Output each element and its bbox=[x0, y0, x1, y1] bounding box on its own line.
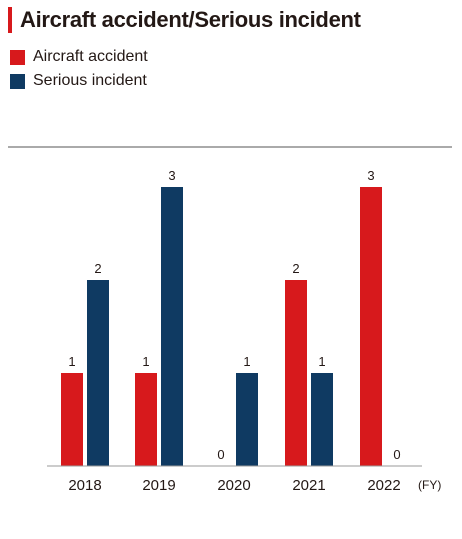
title-accent-bar bbox=[8, 7, 12, 33]
x-axis-unit-label: (FY) bbox=[418, 478, 441, 492]
legend-label-aircraft-accident: Aircraft accident bbox=[33, 48, 148, 65]
bar-serious-incident-2020 bbox=[236, 373, 258, 466]
bar-aircraft-accident-2021 bbox=[285, 280, 307, 466]
value-label-serious-incident-2020: 1 bbox=[243, 354, 250, 369]
x-tick-label-2018: 2018 bbox=[68, 477, 101, 494]
value-label-serious-incident-2019: 3 bbox=[168, 168, 175, 183]
value-label-aircraft-accident-2019: 1 bbox=[142, 354, 149, 369]
value-label-aircraft-accident-2022: 3 bbox=[367, 168, 374, 183]
value-label-aircraft-accident-2018: 1 bbox=[68, 354, 75, 369]
x-tick-label-2020: 2020 bbox=[217, 477, 250, 494]
x-tick-label-2019: 2019 bbox=[142, 477, 175, 494]
x-tick-labels-group: 2018 2019 2020 2021 2022 bbox=[68, 477, 400, 494]
value-label-serious-incident-2018: 2 bbox=[94, 261, 101, 276]
legend-swatch-aircraft-accident bbox=[10, 49, 25, 65]
bar-aircraft-accident-2019 bbox=[135, 373, 157, 466]
legend-label-serious-incident: Serious incident bbox=[33, 72, 147, 89]
bar-serious-incident-2021 bbox=[311, 373, 333, 466]
bars-group bbox=[61, 187, 382, 466]
bar-serious-incident-2019 bbox=[161, 187, 183, 466]
bar-aircraft-accident-2018 bbox=[61, 373, 83, 466]
value-label-aircraft-accident-2020: 0 bbox=[217, 447, 224, 462]
bar-serious-incident-2018 bbox=[87, 280, 109, 466]
value-labels-group: 1 2 1 3 0 1 2 1 3 0 bbox=[68, 168, 400, 462]
legend-swatch-serious-incident bbox=[10, 73, 25, 89]
value-label-serious-incident-2021: 1 bbox=[318, 354, 325, 369]
value-label-aircraft-accident-2021: 2 bbox=[292, 261, 299, 276]
chart-title: Aircraft accident/Serious incident bbox=[20, 7, 361, 32]
x-tick-label-2021: 2021 bbox=[292, 477, 325, 494]
legend: Aircraft accident Serious incident bbox=[10, 45, 148, 93]
bar-aircraft-accident-2022 bbox=[360, 187, 382, 466]
chart-title-group: Aircraft accident/Serious incident bbox=[8, 6, 361, 34]
value-label-serious-incident-2022: 0 bbox=[393, 447, 400, 462]
legend-item-serious-incident: Serious incident bbox=[10, 69, 148, 93]
x-tick-label-2022: 2022 bbox=[367, 477, 400, 494]
legend-item-aircraft-accident: Aircraft accident bbox=[10, 45, 148, 69]
